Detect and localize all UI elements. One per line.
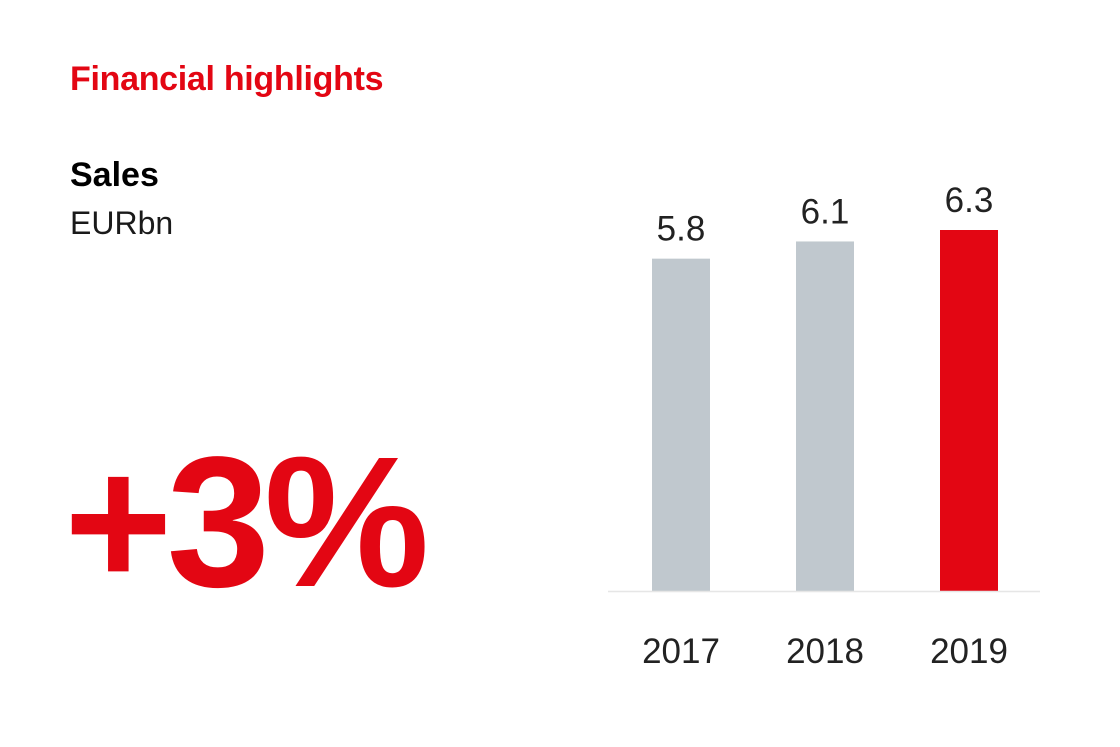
value-label-2017: 5.8 <box>657 210 706 249</box>
x-tick-label-2018: 2018 <box>786 632 864 671</box>
metric-unit: EURbn <box>70 205 174 241</box>
labels-group: 5.8 2017 6.1 2018 6.3 2019 <box>642 181 1008 671</box>
bar-2018 <box>796 241 854 591</box>
metric-title: Sales <box>70 156 159 194</box>
page-title: Financial highlights <box>70 60 384 98</box>
x-tick-label-2017: 2017 <box>642 632 720 671</box>
bar-2017 <box>652 258 710 591</box>
value-label-2019: 6.3 <box>945 181 994 220</box>
value-label-2018: 6.1 <box>801 192 850 231</box>
bar-2019 <box>940 230 998 591</box>
x-tick-label-2019: 2019 <box>930 632 1008 671</box>
percent-change: +3% <box>64 419 429 626</box>
bars-group <box>652 230 998 591</box>
